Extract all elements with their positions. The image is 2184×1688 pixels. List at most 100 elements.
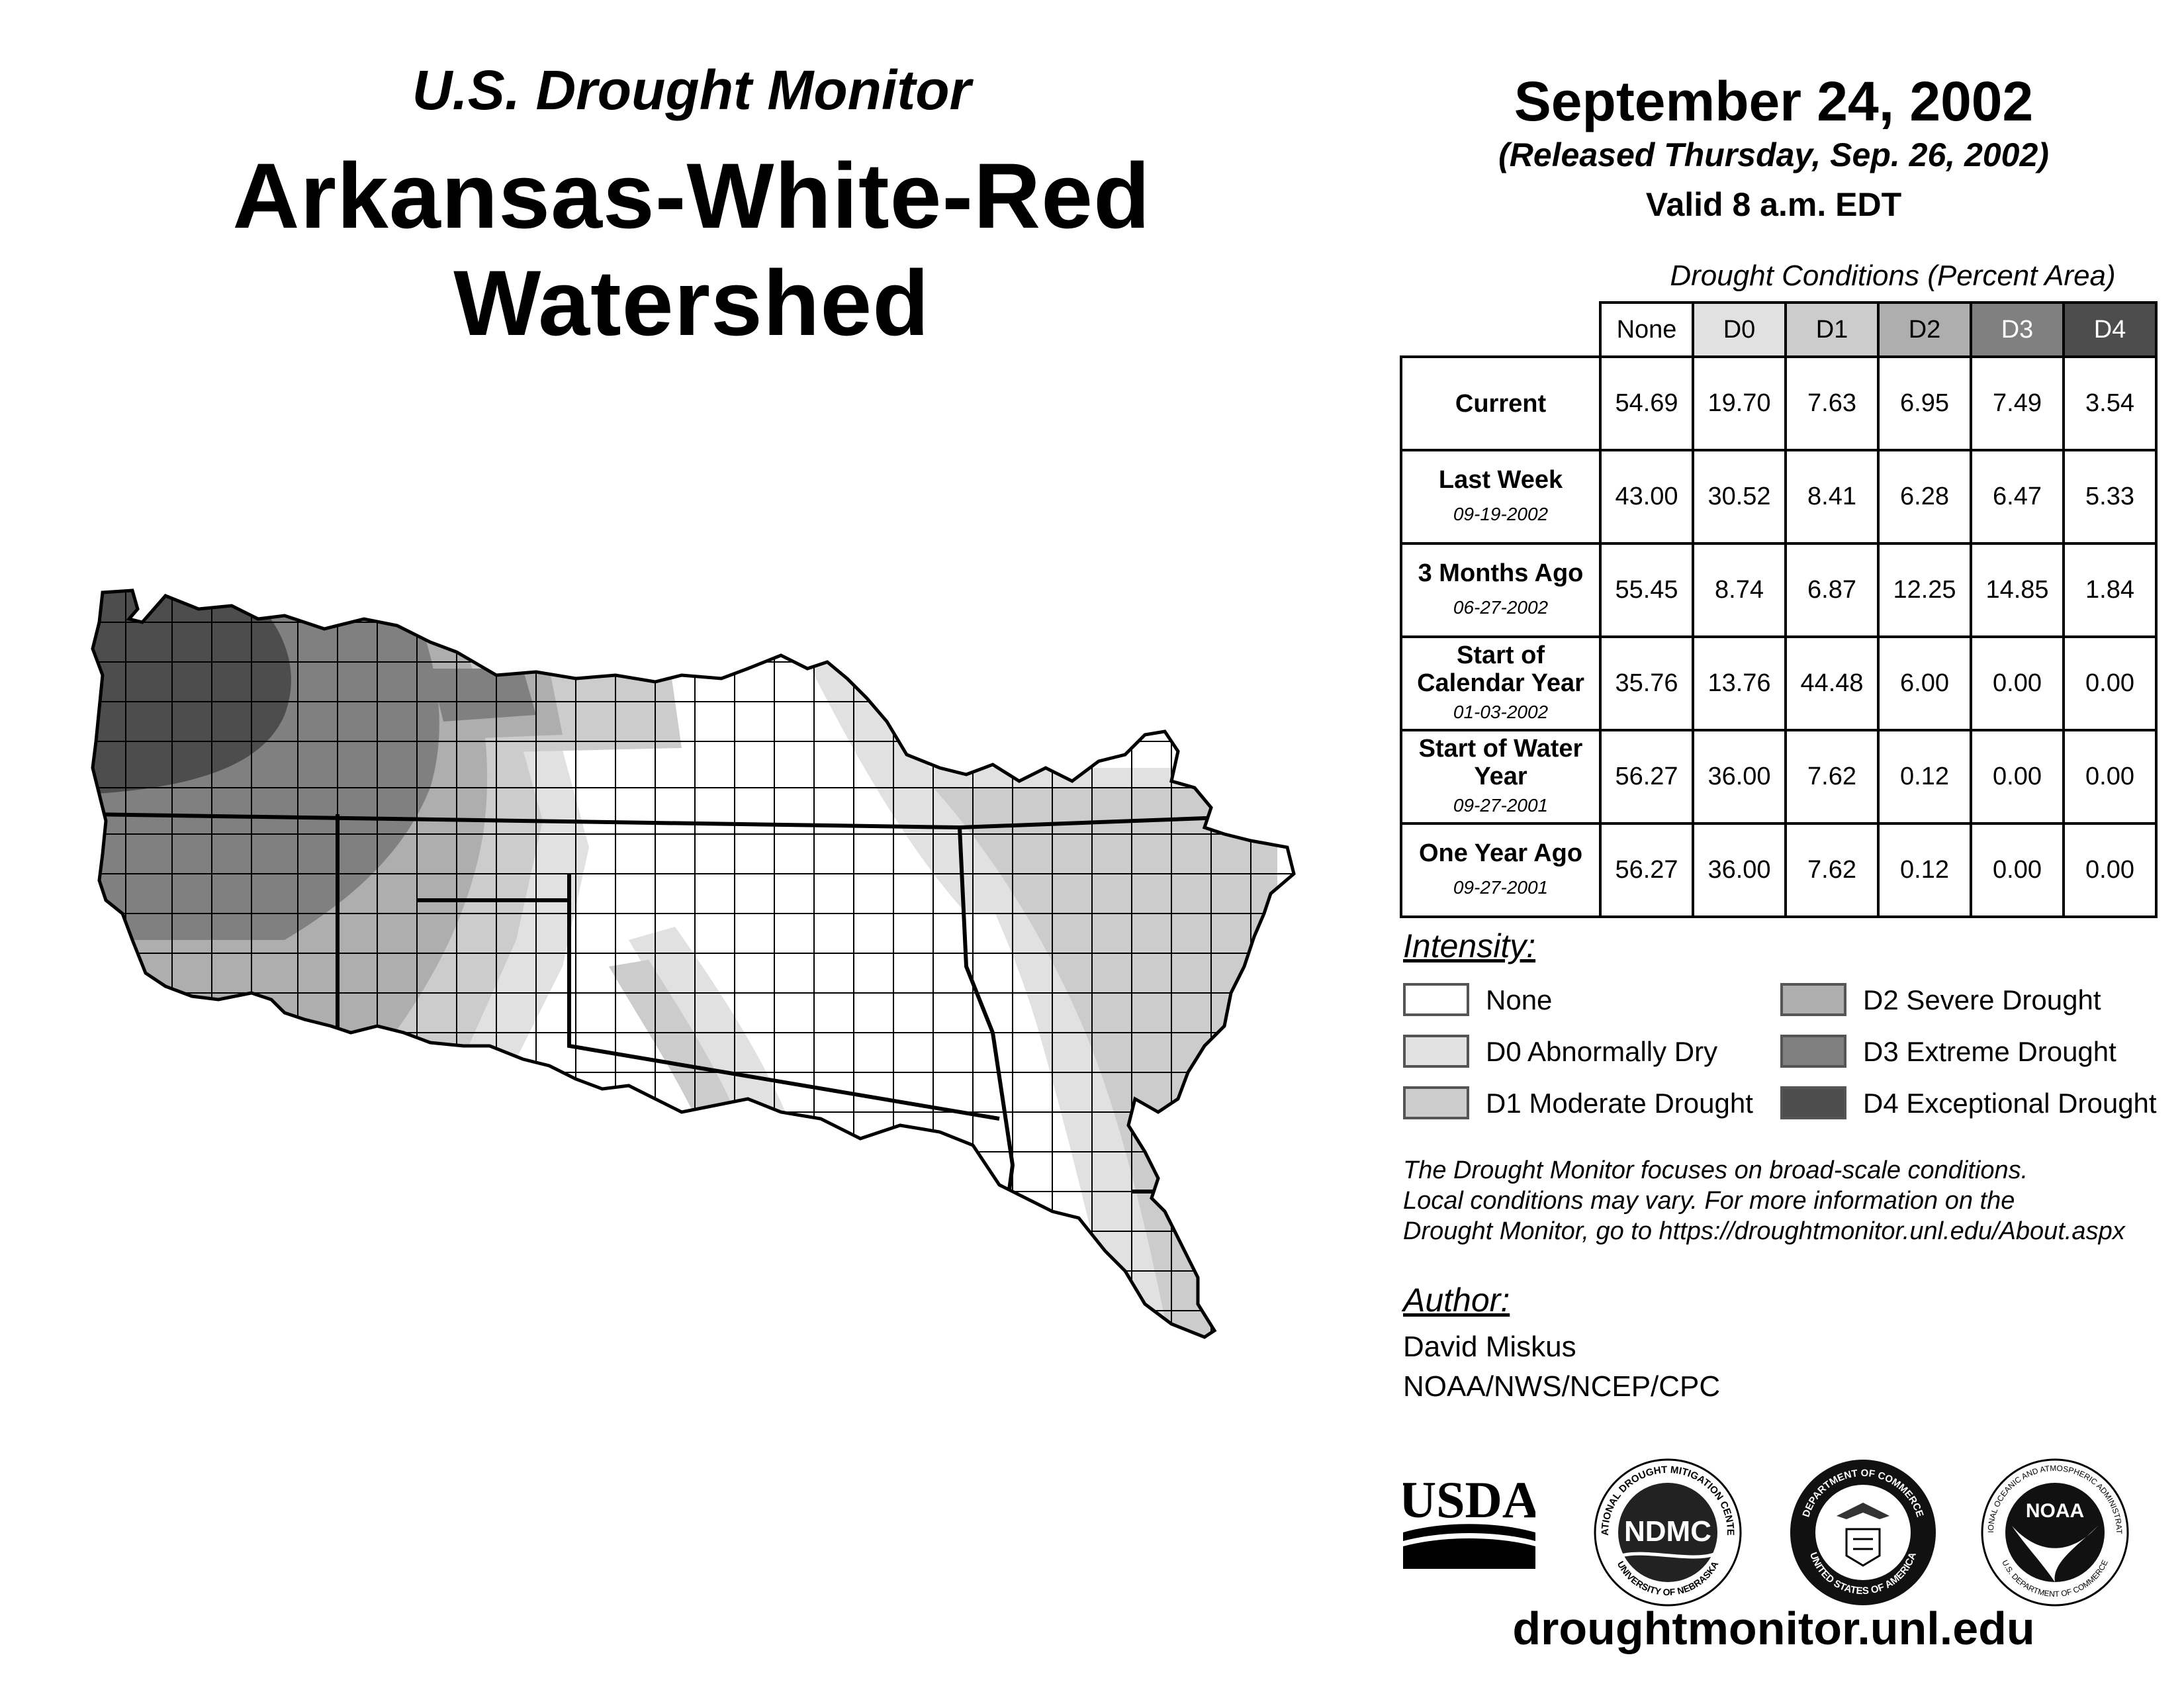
- table-cell: 6.00: [1877, 635, 1972, 731]
- table-cell: 7.63: [1784, 355, 1880, 451]
- table-row: Last Week 09-19-2002 43.00 30.52 8.41 6.2…: [1400, 449, 2158, 545]
- table-cell: 7.62: [1784, 729, 1880, 825]
- row-date: 06-27-2002: [1453, 596, 1549, 618]
- table-cell: 3.54: [2062, 355, 2158, 451]
- note-line: The Drought Monitor focuses on broad-sca…: [1403, 1156, 2028, 1184]
- table-cell: 30.52: [1692, 449, 1787, 545]
- table-row: Current 54.69 19.70 7.63 6.95 7.49 3.54: [1400, 355, 2158, 451]
- author-name: David Miskus: [1403, 1331, 1576, 1363]
- legend-heading: Intensity:: [1403, 927, 1536, 964]
- table-cell: 0.00: [1970, 635, 2065, 731]
- table-cell: 0.00: [1970, 729, 2065, 825]
- table-cell: 6.47: [1970, 449, 2065, 545]
- table-cell: 36.00: [1692, 822, 1787, 918]
- table-cell: 56.27: [1599, 729, 1694, 825]
- table-cell: 13.76: [1692, 635, 1787, 731]
- table-cell: 43.00: [1599, 449, 1694, 545]
- table-cell: 12.25: [1877, 542, 1972, 638]
- usda-logo-text: USDA: [1403, 1471, 1535, 1528]
- row-label-text: Current: [1455, 389, 1547, 418]
- col-header-d1: D1: [1784, 301, 1880, 358]
- row-label: 3 Months Ago 06-27-2002: [1400, 542, 1602, 638]
- table-cell: 6.95: [1877, 355, 1972, 451]
- drought-shading: [93, 590, 1294, 1337]
- table-cell: 55.45: [1599, 542, 1694, 638]
- row-label-text: 3 Months Ago: [1418, 559, 1584, 587]
- legend-label: D0 Abnormally Dry: [1486, 1036, 1718, 1067]
- table-cell: 6.87: [1784, 542, 1880, 638]
- table-row: Start of Calendar Year 01-03-2002 35.76 1…: [1400, 635, 2158, 731]
- table-cell: 0.00: [2062, 729, 2158, 825]
- usda-logo-icon: USDA: [1403, 1471, 1535, 1569]
- table-cell: 14.85: [1970, 542, 2065, 638]
- map-date: September 24, 2002: [1514, 70, 2034, 132]
- note-line: Local conditions may vary. For more info…: [1403, 1187, 2015, 1215]
- row-date: 09-19-2002: [1453, 503, 1549, 524]
- map-title: Arkansas-White-Red Watershed: [232, 144, 1151, 355]
- table-cell: 35.76: [1599, 635, 1694, 731]
- noaa-logo-icon: NATIONAL OCEANIC AND ATMOSPHERIC ADMINIS…: [1979, 1456, 2129, 1607]
- author-heading: Author:: [1403, 1282, 1510, 1319]
- row-label-text: Last Week: [1438, 465, 1563, 494]
- col-header-d3: D3: [1970, 301, 2065, 358]
- legend-swatch: [1780, 1035, 1846, 1068]
- table-cell: 7.49: [1970, 355, 2065, 451]
- row-date: 01-03-2002: [1453, 701, 1549, 722]
- table-cell: 0.12: [1877, 822, 1972, 918]
- legend-label: D1 Moderate Drought: [1486, 1088, 1753, 1119]
- table-row: 3 Months Ago 06-27-2002 55.45 8.74 6.87 1…: [1400, 542, 2158, 638]
- col-header-none: None: [1599, 301, 1694, 358]
- table-cell: 1.84: [2062, 542, 2158, 638]
- table-row: One Year Ago 09-27-2001 56.27 36.00 7.62 …: [1400, 822, 2158, 918]
- row-label: One Year Ago 09-27-2001: [1400, 822, 1602, 918]
- row-label-text: Start of Water Year: [1418, 734, 1583, 790]
- note-line: Drought Monitor, go to https://droughtmo…: [1403, 1217, 2125, 1245]
- author-org: NOAA/NWS/NCEP/CPC: [1403, 1370, 1721, 1403]
- legend-label: D4 Exceptional Drought: [1863, 1088, 2157, 1119]
- row-label: Last Week 09-19-2002: [1400, 449, 1602, 545]
- table-corner: [1401, 303, 1600, 357]
- row-date: 09-27-2001: [1453, 876, 1549, 898]
- noaa-logo-text: NOAA: [2026, 1500, 2084, 1522]
- commerce-seal-icon: DEPARTMENT OF COMMERCE UNITED STATES OF …: [1790, 1460, 1936, 1605]
- table-cell: 8.41: [1784, 449, 1880, 545]
- watershed-map: [91, 588, 1296, 1339]
- col-header-d4: D4: [2062, 301, 2158, 358]
- valid-time: Valid 8 a.m. EDT: [1645, 186, 1902, 223]
- table-header-row: None D0 D1 D2 D3 D4: [1401, 301, 2158, 358]
- table-cell: 8.74: [1692, 542, 1787, 638]
- legend-label: None: [1486, 984, 1553, 1015]
- col-header-d2: D2: [1877, 301, 1972, 358]
- table-cell: 19.70: [1692, 355, 1787, 451]
- col-header-d0: D0: [1692, 301, 1787, 358]
- table-title: Drought Conditions (Percent Area): [1670, 259, 2116, 292]
- legend-swatch: [1780, 983, 1846, 1016]
- row-label: Start of Calendar Year 01-03-2002: [1400, 635, 1602, 731]
- row-date: 09-27-2001: [1453, 794, 1549, 816]
- release-date: (Released Thursday, Sep. 26, 2002): [1498, 136, 2049, 173]
- row-label: Start of Water Year 09-27-2001: [1400, 729, 1602, 825]
- legend-swatch: [1403, 1035, 1469, 1068]
- row-label-text: One Year Ago: [1418, 839, 1583, 867]
- legend-swatch: [1780, 1086, 1846, 1119]
- table-cell: 0.00: [2062, 822, 2158, 918]
- row-label-text: Start of Calendar Year: [1417, 641, 1584, 697]
- table-cell: 56.27: [1599, 822, 1694, 918]
- table-cell: 5.33: [2062, 449, 2158, 545]
- legend-swatch: [1403, 1086, 1469, 1119]
- ndmc-logo-icon: NATIONAL DROUGHT MITIGATION CENTER UNIVE…: [1592, 1456, 1742, 1607]
- table-row: Start of Water Year 09-27-2001 56.27 36.0…: [1400, 729, 2158, 825]
- watershed-outline: [91, 588, 1296, 1339]
- legend-swatch: [1403, 983, 1469, 1016]
- legend-label: D2 Severe Drought: [1863, 984, 2101, 1015]
- table-cell: 6.28: [1877, 449, 1972, 545]
- footer-url[interactable]: droughtmonitor.unl.edu: [1512, 1603, 2035, 1654]
- ndmc-logo-text: NDMC: [1624, 1515, 1711, 1548]
- legend-label: D3 Extreme Drought: [1863, 1036, 2116, 1067]
- table-cell: 0.12: [1877, 729, 1972, 825]
- table-cell: 0.00: [2062, 635, 2158, 731]
- table-cell: 44.48: [1784, 635, 1880, 731]
- table-cell: 0.00: [1970, 822, 2065, 918]
- row-label: Current: [1400, 355, 1602, 451]
- table-cell: 36.00: [1692, 729, 1787, 825]
